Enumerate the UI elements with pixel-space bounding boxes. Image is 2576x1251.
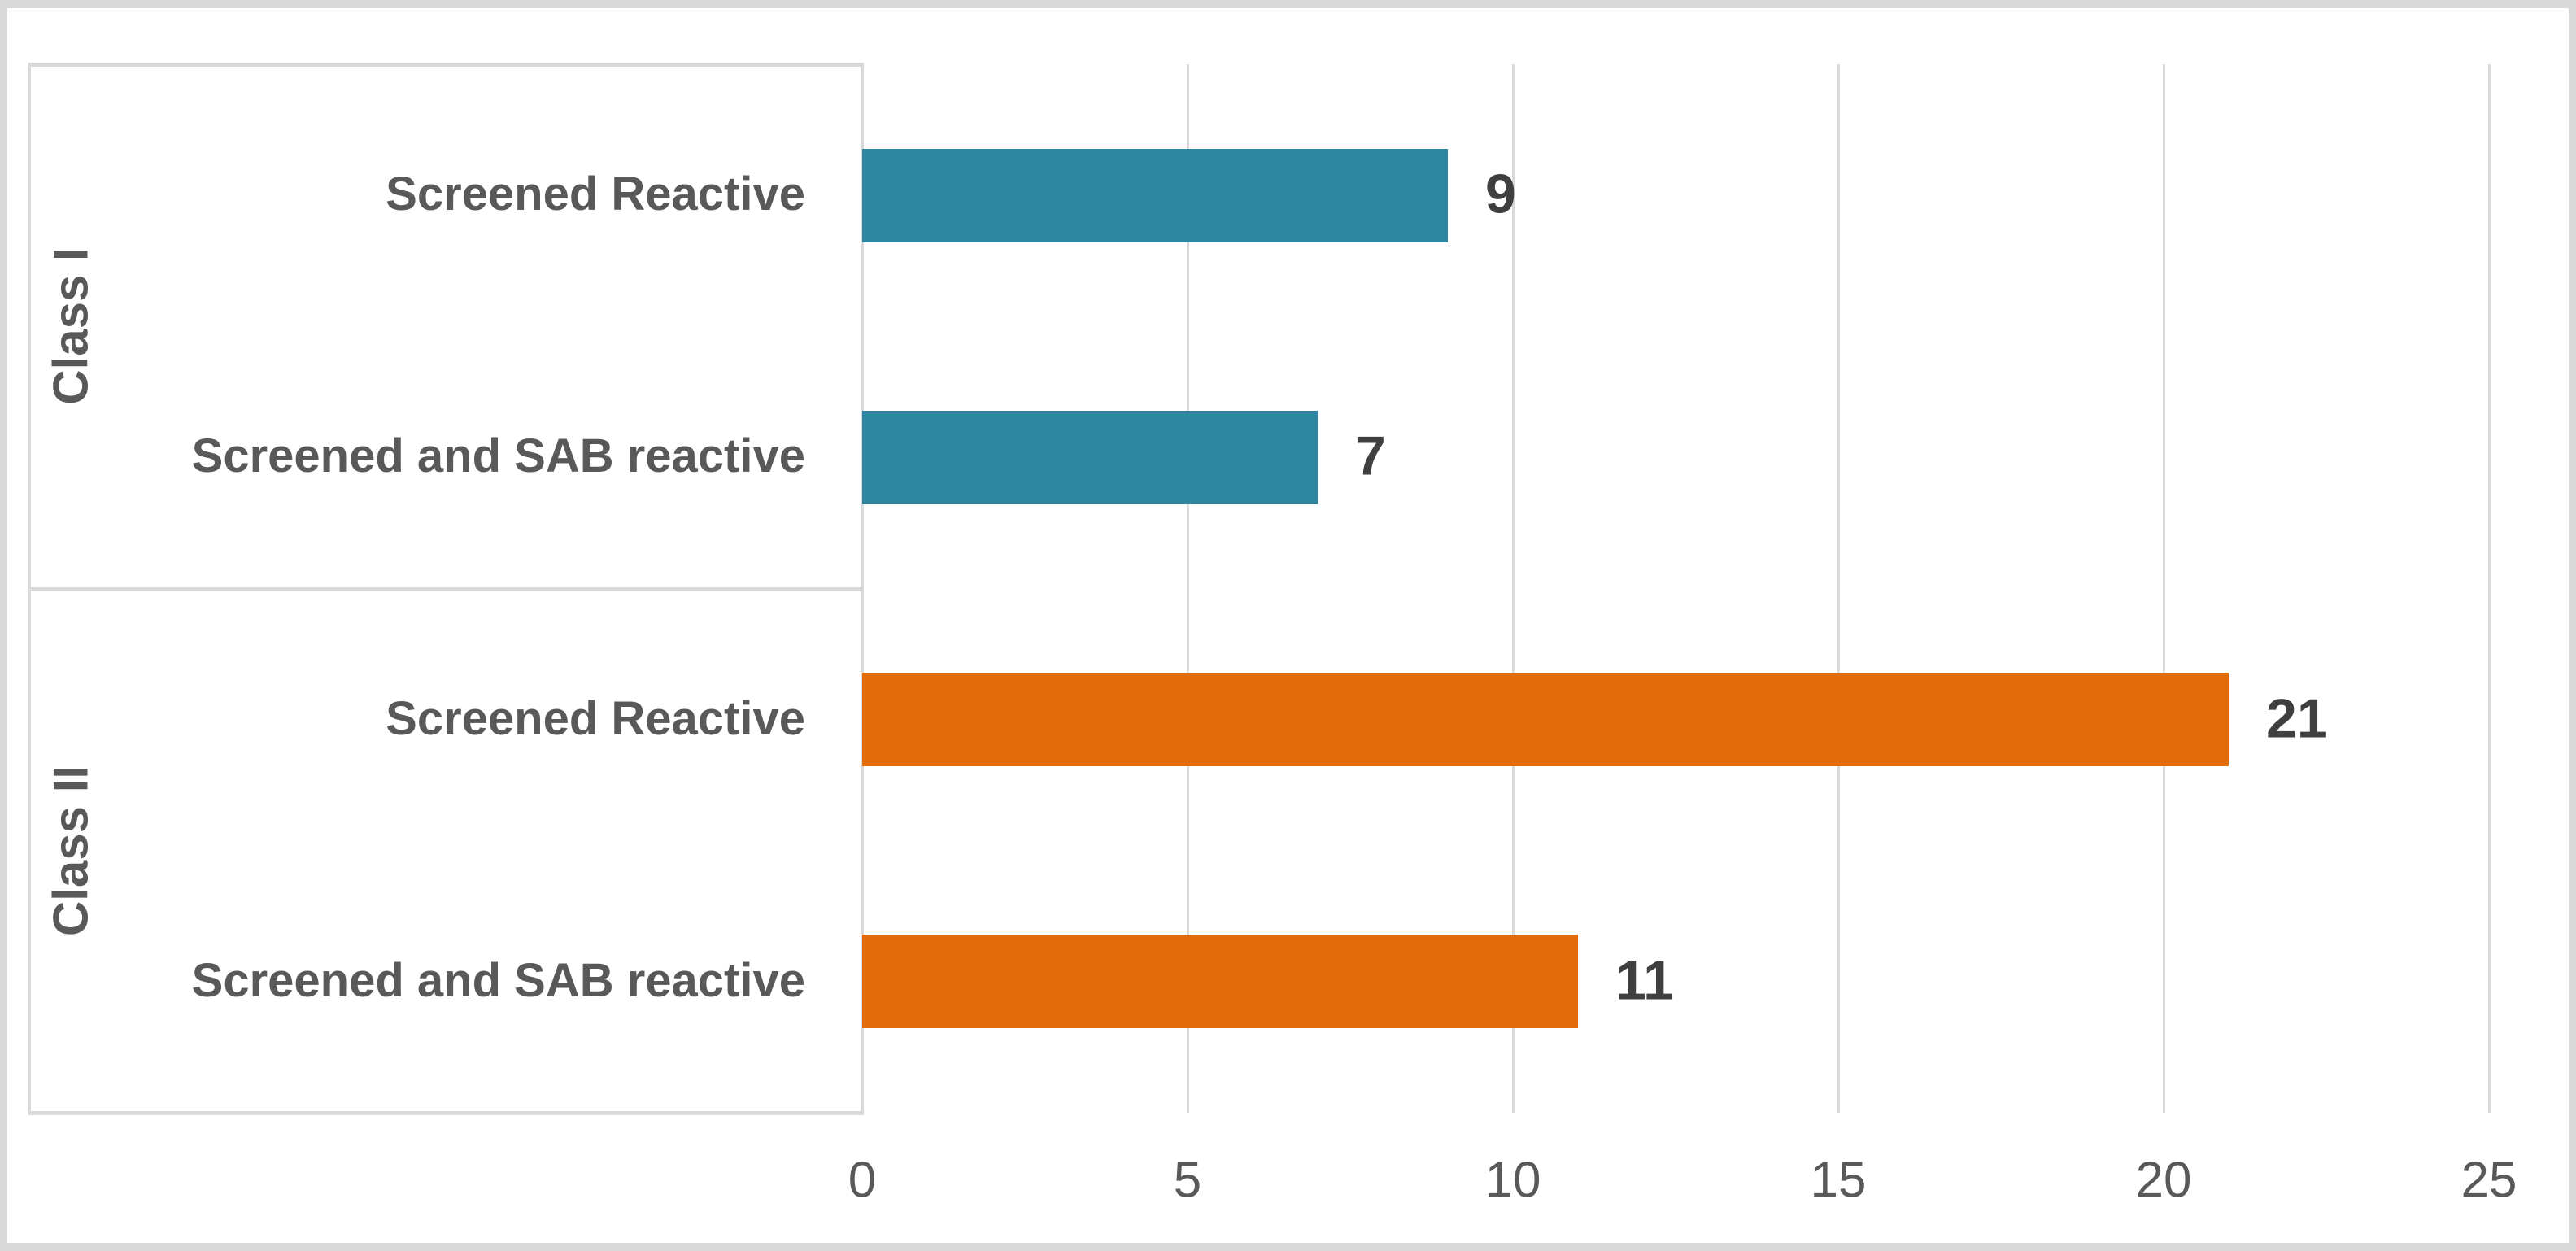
x-axis-tick-label: 25 <box>2460 1152 2517 1209</box>
category-axis-separator-line <box>28 1111 864 1115</box>
x-gridline <box>2488 64 2491 1113</box>
bar-value-label: 9 <box>1485 163 1516 225</box>
x-gridline <box>1187 64 1189 1113</box>
class-group-label: Class I <box>43 247 98 405</box>
bar <box>862 148 1448 242</box>
category-label: Screened Reactive <box>386 691 805 745</box>
category-label: Screened Reactive <box>386 168 805 221</box>
bar-value-label: 21 <box>2266 687 2328 750</box>
category-label: Screened and SAB reactive <box>191 954 805 1008</box>
bar <box>862 410 1318 504</box>
category-label: Screened and SAB reactive <box>191 429 805 483</box>
x-gridline <box>1512 64 1515 1113</box>
bar <box>862 935 1578 1029</box>
figure-border-bottom <box>0 1243 2576 1251</box>
figure-border-left <box>0 0 7 1251</box>
class-group-label: Class II <box>43 765 98 936</box>
bar-value-label: 11 <box>1615 949 1674 1012</box>
x-axis-tick-label: 0 <box>848 1152 877 1209</box>
x-axis-tick-label: 15 <box>1810 1152 1867 1209</box>
category-axis-separator-line <box>28 63 864 67</box>
x-axis-tick-label: 20 <box>2135 1152 2192 1209</box>
figure-border-right <box>2569 0 2576 1251</box>
category-axis-separator-line <box>28 586 864 591</box>
x-axis-tick-label: 5 <box>1173 1152 1202 1209</box>
category-axis-left-border <box>28 64 31 1113</box>
bar-value-label: 7 <box>1355 425 1386 487</box>
x-axis-tick-label: 10 <box>1484 1152 1541 1209</box>
x-gridline <box>1837 64 1840 1113</box>
figure-border-top <box>0 0 2576 8</box>
bar <box>862 673 2229 767</box>
x-gridline <box>2163 64 2165 1113</box>
